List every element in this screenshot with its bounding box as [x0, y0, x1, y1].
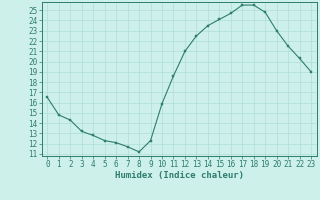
X-axis label: Humidex (Indice chaleur): Humidex (Indice chaleur): [115, 171, 244, 180]
